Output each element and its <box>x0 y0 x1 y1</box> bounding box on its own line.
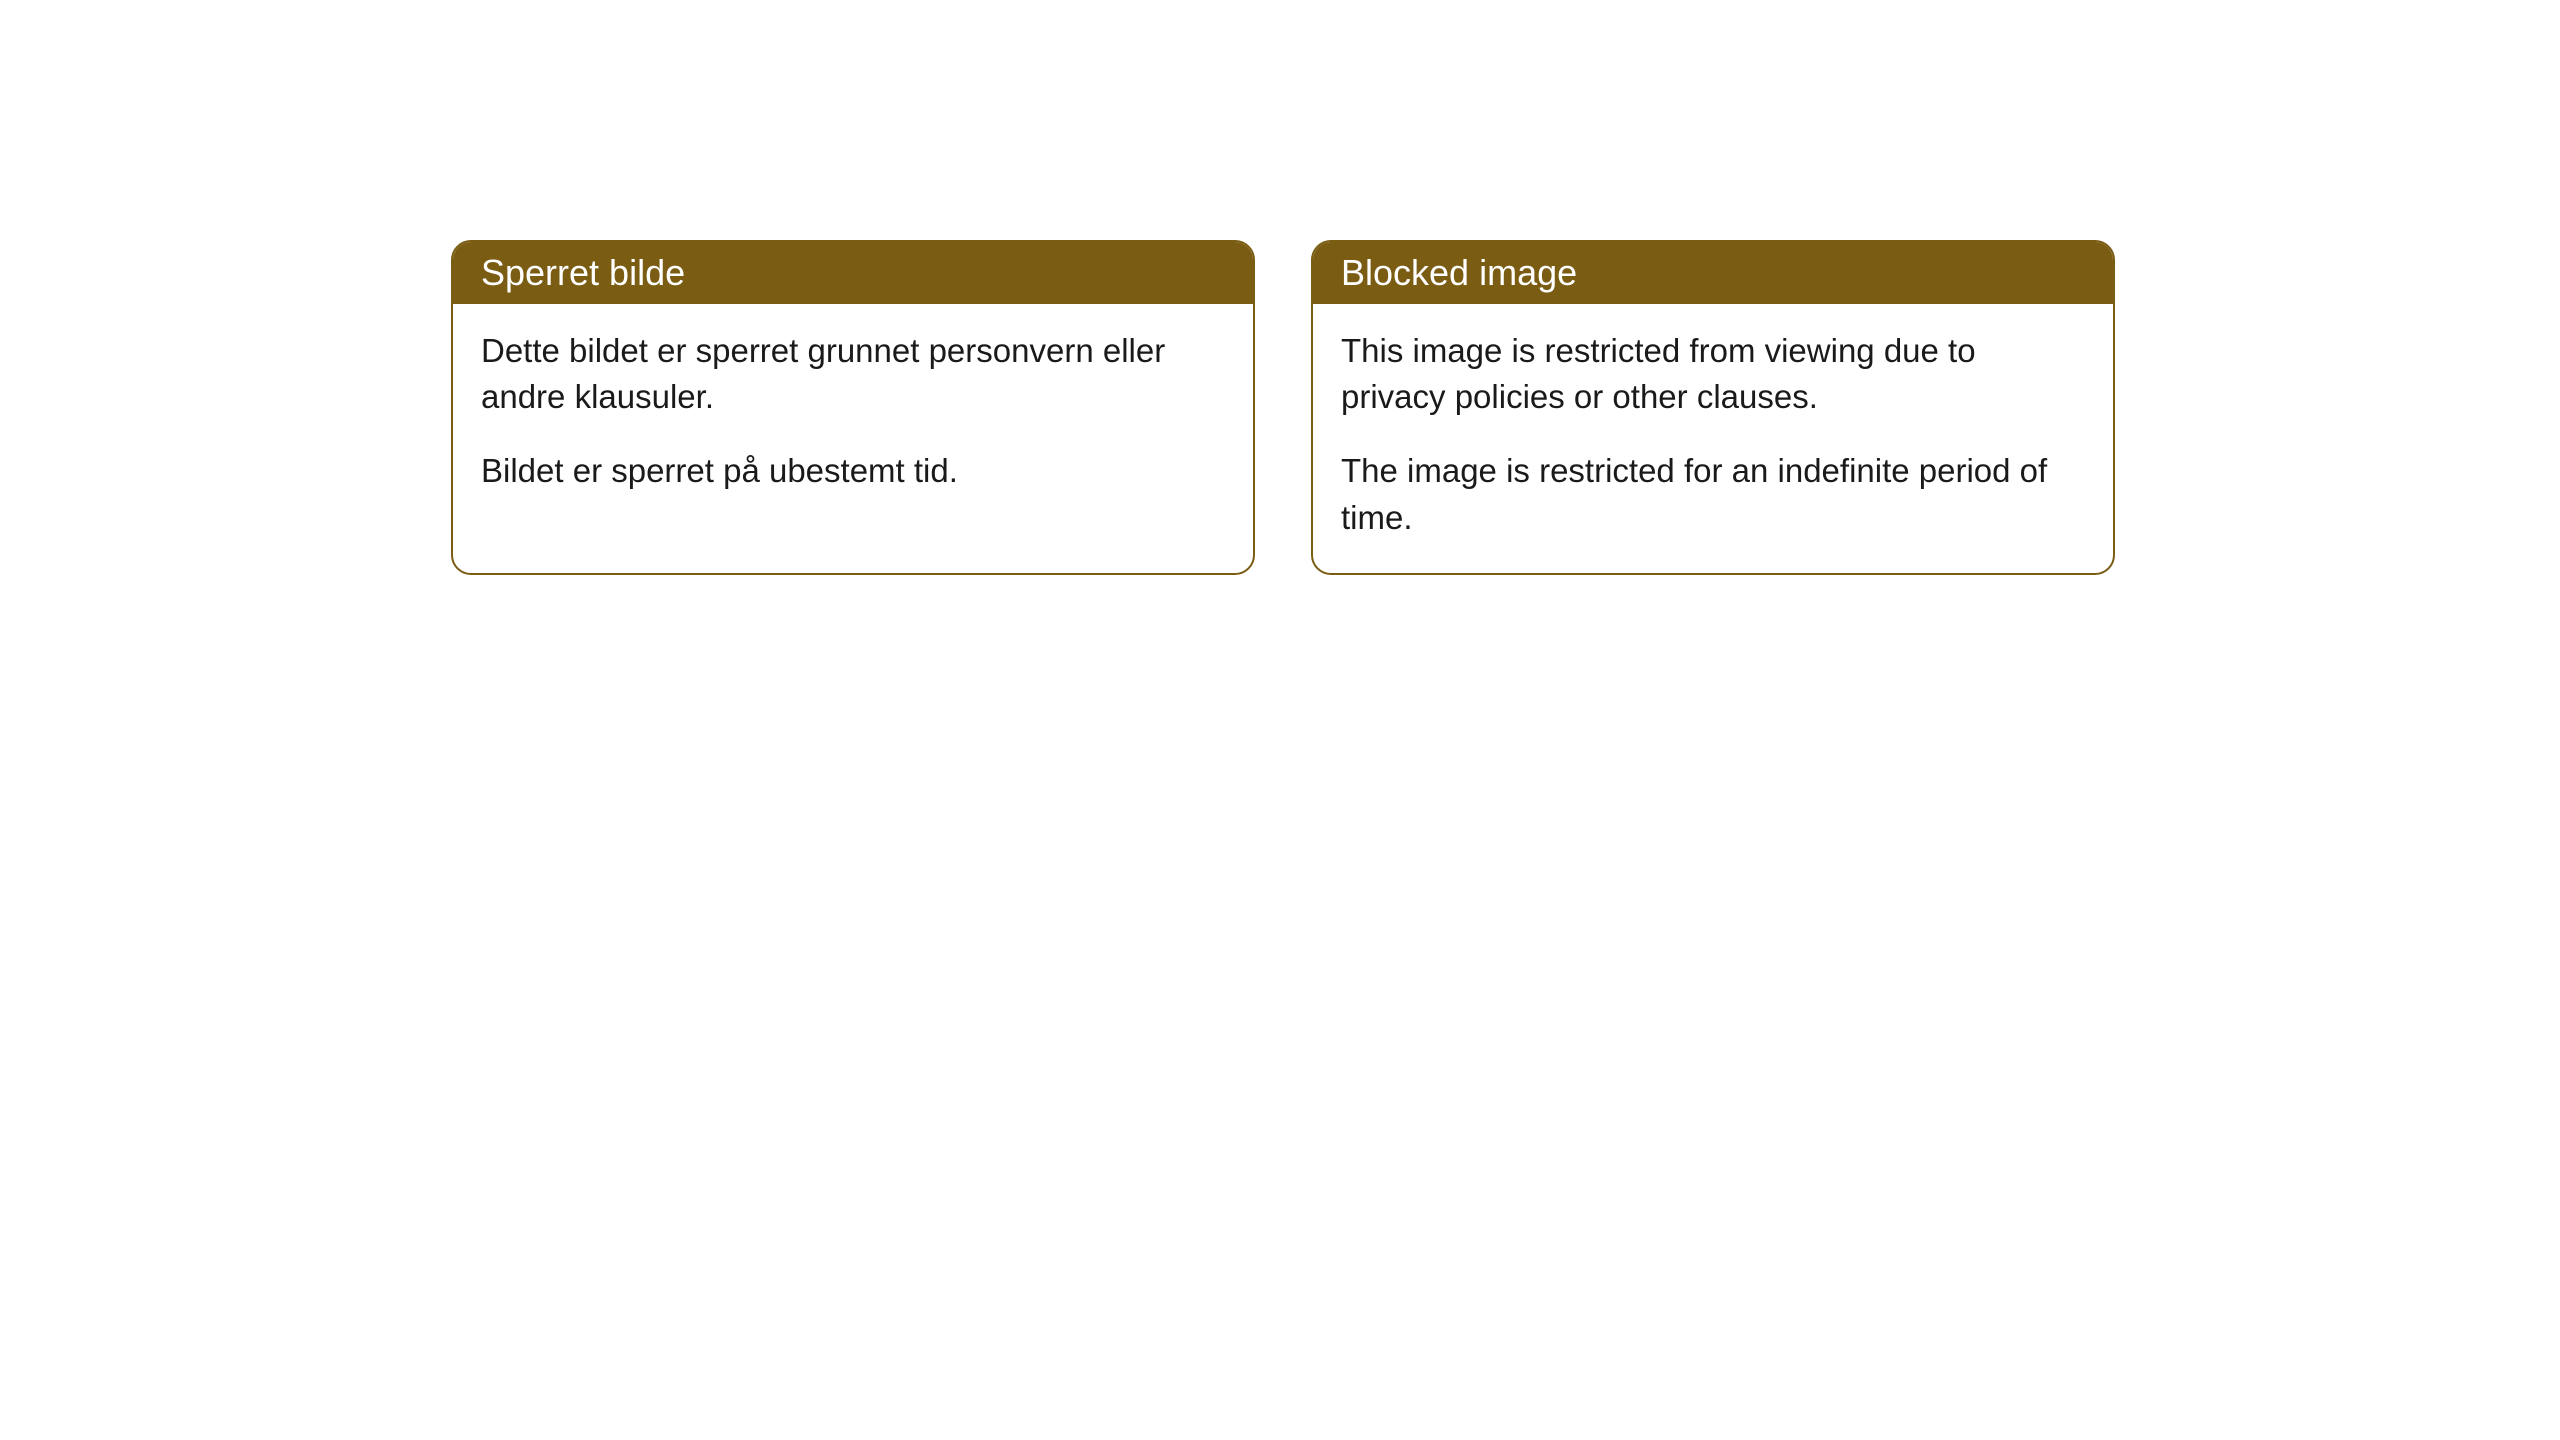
notice-paragraph: The image is restricted for an indefinit… <box>1341 448 2085 540</box>
notice-paragraph: Bildet er sperret på ubestemt tid. <box>481 448 1225 494</box>
notice-title: Sperret bilde <box>481 252 685 293</box>
notice-card-norwegian: Sperret bilde Dette bildet er sperret gr… <box>451 240 1255 575</box>
notice-body-english: This image is restricted from viewing du… <box>1313 304 2113 573</box>
notice-header-english: Blocked image <box>1313 242 2113 304</box>
notice-paragraph: Dette bildet er sperret grunnet personve… <box>481 328 1225 420</box>
notice-card-english: Blocked image This image is restricted f… <box>1311 240 2115 575</box>
notice-body-norwegian: Dette bildet er sperret grunnet personve… <box>453 304 1253 527</box>
notice-cards-container: Sperret bilde Dette bildet er sperret gr… <box>451 240 2115 575</box>
notice-header-norwegian: Sperret bilde <box>453 242 1253 304</box>
notice-paragraph: This image is restricted from viewing du… <box>1341 328 2085 420</box>
notice-title: Blocked image <box>1341 252 1577 293</box>
